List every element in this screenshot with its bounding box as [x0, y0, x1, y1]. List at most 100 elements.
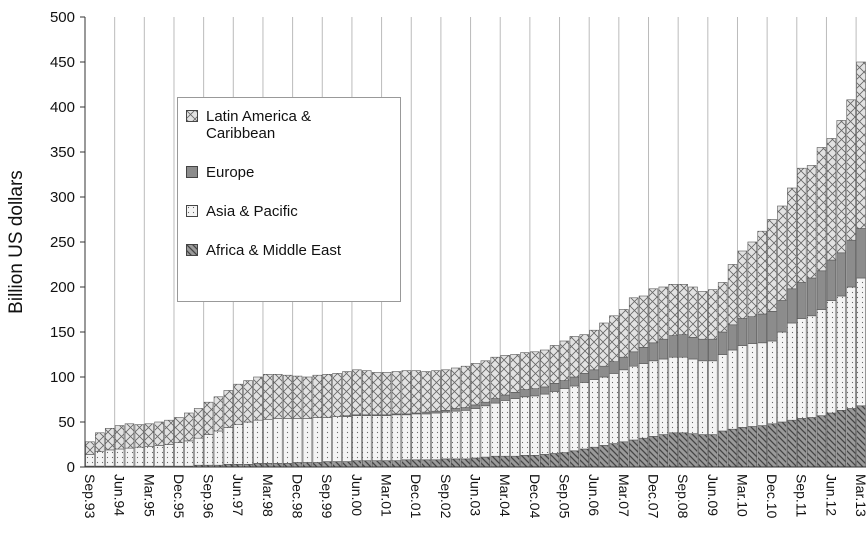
bar-segment	[688, 358, 698, 434]
bar-segment	[648, 436, 659, 468]
bar-segment	[708, 360, 718, 435]
bar-segment	[530, 351, 540, 389]
bar-segment	[628, 439, 639, 468]
bar-segment	[757, 230, 767, 315]
bar-segment	[539, 454, 550, 468]
bar-segment	[470, 457, 481, 468]
bar-segment	[85, 441, 95, 455]
bar-segment	[767, 340, 777, 425]
bar-segment	[282, 418, 293, 464]
bar-segment	[282, 374, 293, 419]
bar-segment	[421, 459, 431, 468]
y-tick-label: 0	[67, 459, 75, 476]
bar-segment	[836, 252, 847, 297]
bar-segment	[688, 286, 698, 338]
bar-segment	[856, 61, 866, 229]
bar-segment	[480, 401, 491, 407]
x-tick-label: Dec.01	[408, 474, 424, 519]
bar-segment	[777, 300, 787, 333]
bar-segment	[490, 356, 501, 399]
bar-segment	[609, 315, 619, 362]
bar-segment	[401, 459, 412, 468]
bar-segment	[648, 360, 659, 437]
x-tick-label: Jun.94	[112, 474, 128, 516]
bar-segment	[490, 398, 501, 404]
bar-segment	[470, 363, 481, 406]
bar-segment	[510, 354, 520, 393]
bar-segment	[144, 445, 155, 467]
bar-segment	[371, 460, 382, 468]
bar-segment	[164, 444, 174, 467]
bar-segment	[658, 434, 669, 468]
bar-segment	[796, 418, 807, 468]
bar-segment	[530, 395, 540, 456]
bar-segment	[273, 373, 283, 419]
bar-segment	[708, 434, 718, 468]
bar-segment	[520, 396, 530, 456]
bar-segment	[460, 409, 471, 460]
bar-segment	[668, 335, 678, 358]
bar-segment	[263, 373, 273, 420]
bar-segment	[164, 419, 174, 445]
bar-segment	[816, 415, 827, 468]
bar-segment	[826, 412, 837, 468]
bar-segment	[757, 425, 767, 468]
bar-segment	[263, 463, 273, 468]
x-tick-label: Sep.02	[438, 474, 454, 519]
bar-segment	[628, 365, 639, 441]
bar-segment	[559, 340, 570, 381]
x-tick-label: Jun.09	[705, 474, 721, 516]
bar-segment	[332, 416, 342, 462]
bar-segment	[796, 318, 807, 419]
bar-segment	[737, 427, 748, 468]
bar-segment	[549, 453, 560, 468]
legend-swatch-box	[186, 110, 198, 122]
bar-segment	[747, 426, 758, 468]
bar-segment	[856, 277, 866, 407]
bar-segment	[134, 446, 145, 467]
legend-swatch	[186, 244, 198, 256]
bar-segment	[619, 441, 629, 468]
bar-segment	[569, 336, 580, 378]
x-tick-label: Sep.08	[675, 474, 691, 519]
bar-segment	[253, 376, 263, 421]
bar-segment	[737, 345, 748, 428]
bar-segment	[114, 448, 125, 467]
bar-segment	[292, 375, 303, 419]
bar-segment	[421, 371, 431, 413]
bar-segment	[579, 334, 589, 374]
x-tick-label: Dec.10	[764, 474, 780, 519]
x-tick-label: Mar.04	[497, 474, 513, 517]
legend-swatch	[186, 166, 198, 178]
bar-segment	[816, 309, 827, 416]
bar-segment	[421, 413, 431, 461]
bar-segment	[362, 370, 372, 416]
y-tick-label: 200	[50, 279, 75, 296]
bar-segment	[500, 394, 510, 401]
bar-segment	[757, 313, 767, 344]
bar-segment	[124, 423, 135, 449]
bar-segment	[441, 369, 451, 411]
bar-segment	[302, 376, 313, 419]
bar-segment	[381, 372, 392, 416]
bar-segment	[599, 445, 609, 468]
bar-segment	[480, 360, 491, 403]
bar-segment	[678, 334, 688, 358]
bar-segment	[490, 455, 501, 468]
bar-segment	[826, 300, 837, 414]
bar-segment	[322, 373, 332, 418]
bar-segment	[559, 452, 570, 468]
bar-segment	[628, 297, 639, 353]
bar-segment	[826, 259, 837, 301]
bar-segment	[223, 427, 234, 465]
bar-segment	[668, 283, 678, 336]
bar-segment	[806, 165, 817, 279]
bar-segment	[737, 318, 748, 346]
bar-segment	[312, 462, 323, 468]
bar-segment	[460, 407, 471, 411]
bar-segment	[806, 315, 817, 418]
bar-segment	[460, 365, 471, 408]
bar-segment	[856, 405, 866, 468]
bar-segment	[836, 409, 847, 468]
bar-segment	[362, 415, 372, 462]
